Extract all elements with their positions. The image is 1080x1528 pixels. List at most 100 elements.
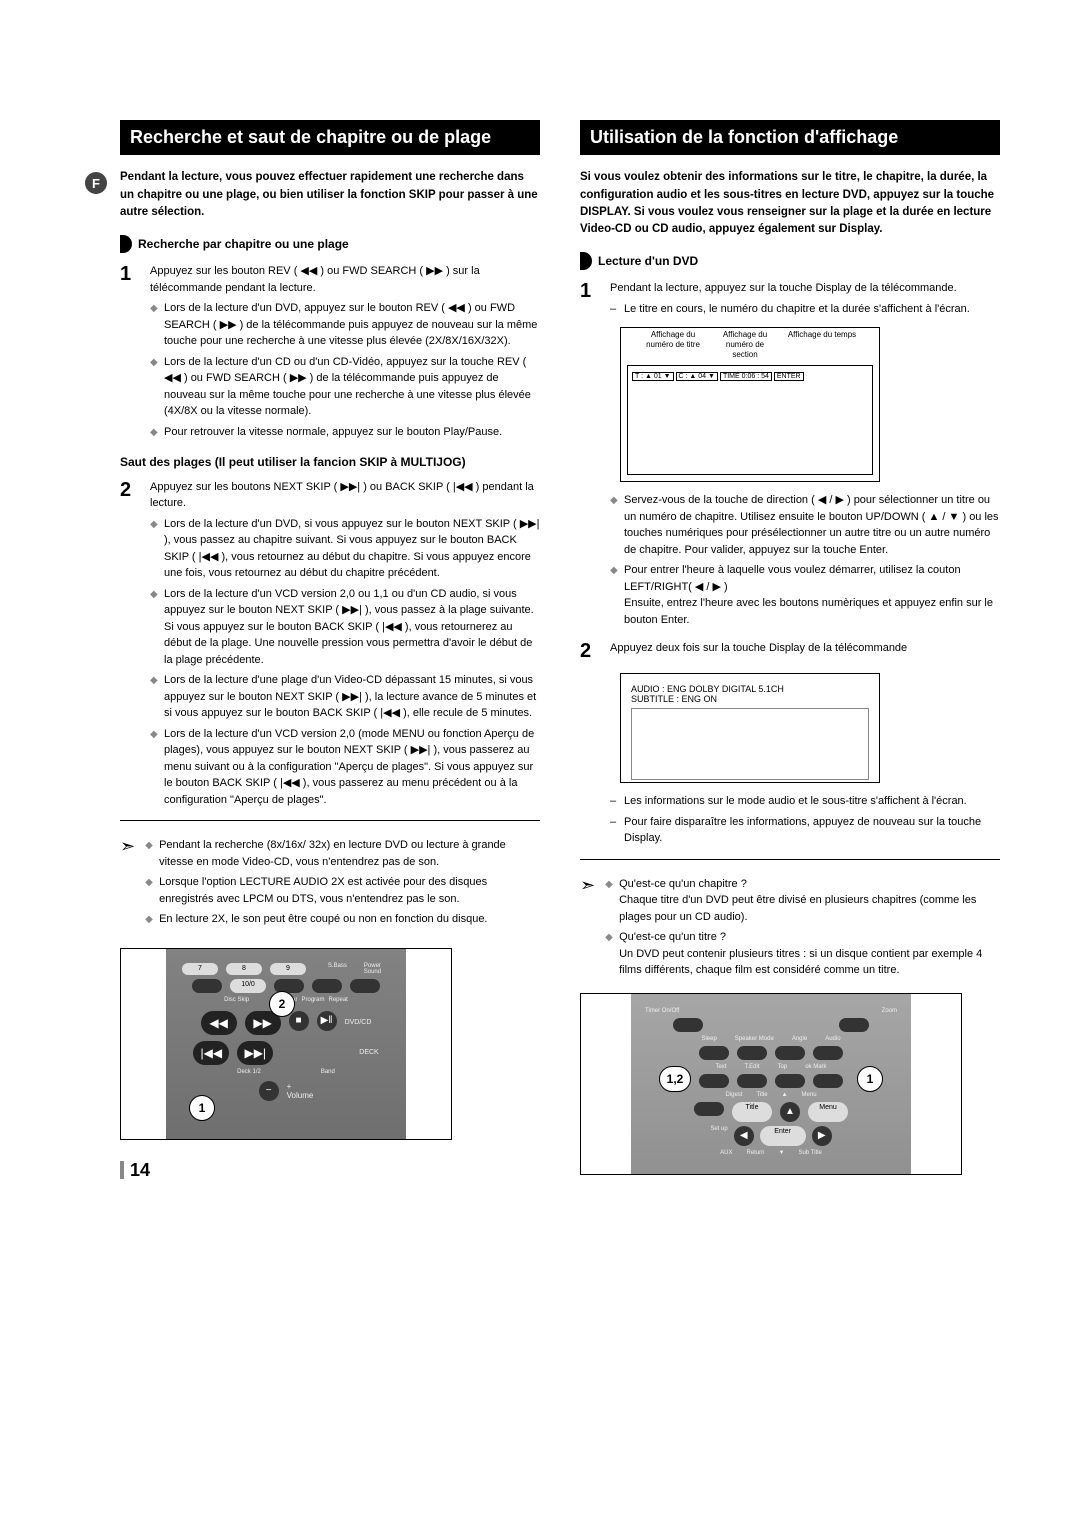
left-intro: Pendant la lecture, vous pouvez effectue… (120, 169, 540, 221)
label-tedit: T.Edit (744, 1064, 759, 1070)
bullet-item: Lors de la lecture d'un DVD, si vous app… (150, 516, 540, 582)
dash-item: Les informations sur le mode audio et le… (610, 793, 1000, 810)
remote-badge-1: 1 (857, 1066, 883, 1092)
label-zoom: Zoom (882, 1008, 897, 1014)
remote-btn-program (312, 979, 342, 993)
label-band: Band (321, 1069, 335, 1075)
label-speaker: Speaker Mode (735, 1036, 774, 1042)
step-text: Appuyez sur les boutons NEXT SKIP ( ▶▶| … (150, 481, 534, 510)
note-item: Qu'est-ce qu'un chapitre ? Chaque titre … (605, 876, 1000, 926)
left-subhead-1: Recherche par chapitre ou une plage (120, 235, 540, 253)
step-text: Appuyez sur les bouton REV ( ◀◀ ) ou FWD… (150, 265, 480, 294)
remote-btn-7: 7 (182, 963, 218, 975)
bullet-item: Lors de la lecture d'un CD ou d'un CD-Vi… (150, 354, 540, 420)
note-item: Qu'est-ce qu'un titre ? Un DVD peut cont… (605, 929, 1000, 979)
right-step-1: 1 Pendant la lecture, appuyez sur la tou… (580, 280, 1000, 317)
note-arrow-icon: ➣ (120, 833, 135, 928)
osd-label-section: Affichage du numéro de section (715, 330, 775, 359)
remote-btn-100: 10/0 (230, 979, 266, 993)
bullet-item: Pour entrer l'heure à laquelle vous voul… (610, 562, 1000, 628)
label-program: Program (301, 997, 324, 1003)
right-step-2: 2 Appuyez deux fois sur la touche Displa… (580, 640, 1000, 663)
label-text: Text (715, 1064, 726, 1070)
left-column: Recherche et saut de chapitre ou de plag… (120, 120, 540, 1181)
right-subhead-1: Lecture d'un DVD (580, 252, 1000, 270)
left-step-2: 2 Appuyez sur les boutons NEXT SKIP ( ▶▶… (120, 479, 540, 809)
step-text: Appuyez deux fois sur la touche Display … (610, 642, 907, 654)
note-arrow-icon: ➣ (580, 872, 595, 979)
remote-btn-discskip (192, 979, 222, 993)
step-number: 1 (580, 280, 600, 317)
label-discskip: Disc Skip (224, 997, 249, 1003)
step-number: 2 (580, 640, 600, 663)
label-return: Return (747, 1150, 765, 1156)
label-repeat: Repeat (329, 997, 348, 1003)
step-number: 2 (120, 479, 140, 809)
label-okmark: ok Mark (805, 1064, 826, 1070)
label-setup: Set up (710, 1126, 727, 1146)
rev-button: ◀◀ (201, 1011, 237, 1035)
label-subtitle: Sub Title (798, 1150, 821, 1156)
right-subhead-1-text: Lecture d'un DVD (598, 254, 698, 268)
note-item: Pendant la recherche (8x/16x/ 32x) en le… (145, 837, 540, 870)
label-timer: Timer On/Off (645, 1008, 679, 1014)
divider (120, 820, 540, 821)
label-title: Title (756, 1092, 767, 1098)
back-skip-button: |◀◀ (193, 1041, 229, 1065)
language-badge: F (85, 172, 107, 194)
right-note: ➣ Qu'est-ce qu'un chapitre ? Chaque titr… (580, 872, 1000, 979)
divider (580, 859, 1000, 860)
remote-diagram-2: Timer On/Off Zoom Sleep Speaker Mode Ang… (580, 993, 962, 1175)
osd-screenshot-2: AUDIO : ENG DOLBY DIGITAL 5.1CH SUBTITLE… (620, 673, 880, 783)
bullet-item: Servez-vous de la touche de direction ( … (610, 492, 1000, 558)
note-item: En lecture 2X, le son peut être coupé ou… (145, 911, 540, 928)
vol-down-button: − (259, 1081, 279, 1101)
osd-subtitle-line: SUBTITLE : ENG ON (631, 694, 869, 704)
label-sleep: Sleep (701, 1036, 716, 1042)
remote-badge-2: 2 (269, 991, 295, 1017)
label-volume: Volume (287, 1091, 314, 1100)
remote-badge-12: 1,2 (659, 1066, 691, 1092)
stop-button: ■ (289, 1011, 309, 1031)
left-step-1: 1 Appuyez sur les bouton REV ( ◀◀ ) ou F… (120, 263, 540, 440)
label-audio: Audio (825, 1036, 840, 1042)
left-subhead-2: Saut des plages (Il peut utiliser la fan… (120, 454, 540, 471)
label-top: Top (778, 1064, 788, 1070)
step-number: 1 (120, 263, 140, 440)
left-heading: Recherche et saut de chapitre ou de plag… (120, 120, 540, 155)
remote-btn-9: 9 (270, 963, 306, 975)
label-deck12: Deck 1/2 (237, 1069, 261, 1075)
left-subhead-1-text: Recherche par chapitre ou une plage (138, 237, 349, 251)
bullet-icon (580, 252, 592, 270)
note-item: Lorsque l'option LECTURE AUDIO 2X est ac… (145, 874, 540, 907)
osd-screenshot-1: Affichage du numéro de titre Affichage d… (620, 327, 880, 482)
osd-label-title: Affichage du numéro de titre (643, 330, 703, 359)
label-angle: Angle (792, 1036, 807, 1042)
label-menu: Menu (802, 1092, 817, 1098)
bullet-item: Lors de la lecture d'un VCD version 2,0 … (150, 726, 540, 809)
remote-btn-8: 8 (226, 963, 262, 975)
next-skip-button: ▶▶| (237, 1041, 273, 1065)
step-text: Pendant la lecture, appuyez sur la touch… (610, 282, 957, 294)
bullet-item: Lors de la lecture d'un VCD version 2,0 … (150, 586, 540, 669)
bullet-item: Pour retrouver la vitesse normale, appuy… (150, 424, 540, 441)
enter-button: Enter (760, 1126, 806, 1146)
left-note: ➣ Pendant la recherche (8x/16x/ 32x) en … (120, 833, 540, 928)
bullet-item: Lors de la lecture d'un DVD, appuyez sur… (150, 300, 540, 350)
remote-badge-1: 1 (189, 1095, 215, 1121)
right-heading: Utilisation de la fonction d'affichage (580, 120, 1000, 155)
bullet-icon (120, 235, 132, 253)
label-sbass: S.Bass (328, 963, 347, 975)
bullet-item: Lors de la lecture d'une plage d'un Vide… (150, 672, 540, 722)
right-intro: Si vous voulez obtenir des informations … (580, 169, 1000, 238)
page-number: 14 (120, 1160, 540, 1181)
label-powersound: Power Sound (355, 963, 390, 975)
label-digest: Digest (725, 1092, 742, 1098)
label-dvdcd: DVD/CD (345, 1019, 372, 1026)
osd-audio-line: AUDIO : ENG DOLBY DIGITAL 5.1CH (631, 684, 869, 694)
osd-label-time: Affichage du temps (787, 330, 857, 359)
remote-diagram-1: 7 8 9 S.Bass Power Sound 10/0 (120, 948, 452, 1140)
right-column: Utilisation de la fonction d'affichage S… (580, 120, 1000, 1181)
label-deck: DECK (359, 1049, 378, 1056)
play-button: ▶‖ (317, 1011, 337, 1031)
